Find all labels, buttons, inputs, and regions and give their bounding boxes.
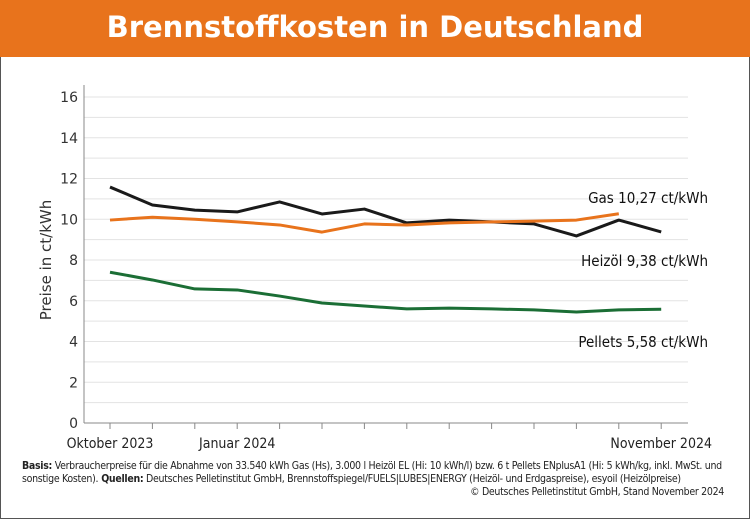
copyright: © Deutsches Pelletinstitut GmbH, Stand N… [470,486,724,498]
y-tick-label: 0 [69,416,78,432]
basis-text: Verbraucherpreise für die Abnahme von 33… [22,460,722,485]
series-line-heizöl [109,185,662,238]
series-line-gas [109,212,620,234]
y-tick-label: 4 [69,335,78,351]
footer: Basis: Verbraucherpreise für die Abnahme… [22,460,724,499]
x-tick-label: Januar 2024 [198,436,275,452]
x-tick-label: Oktober 2023 [67,436,154,452]
y-tick-label: 16 [60,90,78,106]
x-tick-label: November 2024 [610,436,712,452]
y-tick-label: 14 [60,131,78,147]
y-tick-label: 8 [69,253,78,269]
sources-text: Deutsches Pelletinstitut GmbH, Brennstof… [143,473,681,485]
sources-label: Quellen: [98,473,144,485]
series-label-heizöl: Heizöl 9,38 ct/kWh [581,252,708,270]
basis-label: Basis: [22,460,53,472]
y-tick-label: 10 [60,212,78,228]
series-line-pellets [109,270,662,314]
y-tick-label: 12 [60,172,78,188]
y-tick-label: 6 [69,294,78,310]
y-tick-label: 2 [69,375,78,391]
series-label-pellets: Pellets 5,58 ct/kWh [578,333,708,351]
y-axis-label: Preise in ct/kWh [37,200,55,320]
chart-title: Brennstoffkosten in Deutschland [0,0,750,57]
series-label-gas: Gas 10,27 ct/kWh [588,189,708,207]
